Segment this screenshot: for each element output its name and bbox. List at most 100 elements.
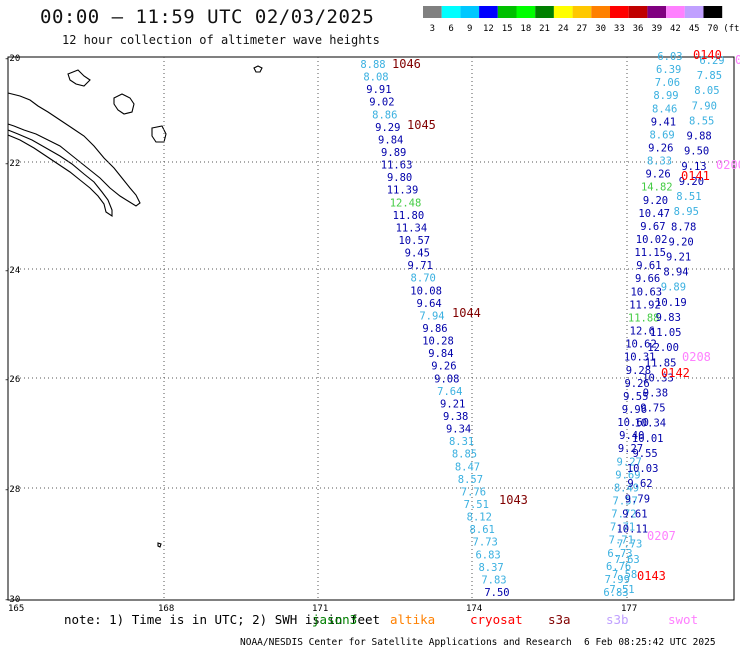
wave-height-value: 9.62: [627, 478, 652, 490]
legend-swatch: [591, 6, 610, 18]
wave-height-value: 7.51: [464, 499, 489, 511]
pass-time-label: 0143: [637, 569, 666, 583]
wave-height-value: 11.34: [396, 222, 428, 234]
wave-height-value: 7.83: [481, 574, 506, 586]
pass-time-label: 0140: [693, 48, 722, 62]
wave-height-value: 6.83: [603, 587, 628, 599]
wave-height-value: 9.88: [686, 131, 711, 143]
wave-height-value: 9.21: [440, 398, 465, 410]
latitude-label: -20: [4, 54, 20, 64]
wave-height-value: 9.61: [622, 508, 647, 520]
latitude-label: -26: [4, 375, 20, 385]
wave-height-value: 10.19: [655, 297, 687, 309]
legend-swatch: [553, 6, 573, 18]
pass-labels: 1046 1045 1044 1043 0140 0141 0142 0143 0207 0208…: [392, 48, 740, 583]
wave-height-value: 7.58: [612, 569, 637, 581]
legend-label: 27: [577, 24, 588, 34]
wave-height-value: 9.55: [632, 448, 657, 460]
wave-height-value: 9.61: [636, 260, 661, 272]
wave-height-value: 9.27: [618, 443, 643, 455]
wave-height-value: 10.57: [398, 235, 430, 247]
satellite-label: cryosat: [470, 612, 523, 627]
wave-height-value: 6.83: [475, 549, 500, 561]
wave-height-value: 7.73: [617, 539, 642, 551]
wave-height-value: 9.66: [635, 273, 660, 285]
wave-height-value: 14.82: [641, 182, 673, 194]
wave-height-value: 9.80: [387, 172, 412, 184]
legend-label: 6: [448, 24, 453, 34]
wave-height-value: 10.62: [625, 339, 657, 351]
wave-height-value: 9.28: [626, 365, 651, 377]
wave-height-value: 7.90: [692, 100, 717, 112]
wave-height-value: 10.63: [630, 286, 662, 298]
wave-height-value: 7.71: [610, 522, 635, 534]
legend-swatch: [535, 6, 554, 18]
wave-height-value: 12.00: [647, 342, 679, 354]
wave-height-value: 9.84: [378, 134, 403, 146]
wave-height-value: 8.88: [360, 59, 385, 71]
legend-label: 70: [707, 24, 718, 34]
pass-time-label: 0200: [716, 158, 740, 172]
wave-height-value: 11.05: [650, 327, 682, 339]
wave-height-value: 9.34: [446, 424, 471, 436]
wave-height-value: 8.57: [458, 474, 483, 486]
wave-height-value: 9.83: [656, 312, 681, 324]
wave-height-value: 7.85: [697, 70, 722, 82]
satellite-label: s3b: [606, 612, 629, 627]
wave-height-value: 9.26: [645, 169, 670, 181]
wave-height-value: 8.69: [649, 129, 674, 141]
pass-time-label: 1043: [499, 493, 528, 507]
wave-height-value: 7.94: [419, 310, 444, 322]
wave-height-value: 7.57: [613, 496, 638, 508]
wave-height-value: 10.03: [627, 463, 659, 475]
wave-height-value: 9.41: [651, 116, 676, 128]
wave-height-value: 10.31: [624, 352, 656, 364]
legend-label: 12: [483, 24, 494, 34]
legend-swatch: [703, 6, 723, 18]
wave-height-value: 7.73: [473, 537, 498, 549]
wave-height-value: 9.71: [408, 260, 433, 272]
legend-label: 30: [595, 24, 606, 34]
wave-height-value: 8.31: [449, 436, 474, 448]
wave-height-value: 9.26: [624, 378, 649, 390]
pass-time-label: 0142: [661, 366, 690, 380]
wave-height-value: 9.40: [619, 430, 644, 442]
wave-height-value: 8.46: [652, 103, 677, 115]
wave-height-value: 10.60: [617, 417, 649, 429]
wave-height-value: 7.71: [609, 535, 634, 547]
legend-swatch: [647, 6, 667, 18]
satellite-label: s3a: [548, 612, 571, 627]
wave-height-value: 9.08: [434, 373, 459, 385]
longitude-label: 171: [312, 604, 328, 614]
legend-swatch: [610, 6, 629, 18]
wave-height-value: 11.88: [628, 313, 660, 325]
satellite-label: jason3: [312, 612, 357, 627]
wave-height-value: 7.51: [609, 584, 634, 596]
wave-height-value: 9.55: [623, 391, 648, 403]
wave-height-value: 9.02: [369, 97, 394, 109]
map-grid: [8, 57, 734, 600]
longitude-label: 165: [8, 604, 24, 614]
wave-height-value: 8.85: [452, 449, 477, 461]
legend-swatch: [516, 6, 536, 18]
wave-height-value: 7.64: [437, 386, 462, 398]
wave-height-value: 10.33: [642, 372, 674, 384]
legend-label: 39: [651, 24, 662, 34]
wave-height-value: 6.76: [606, 561, 631, 573]
pass-time-label: 1045: [407, 118, 436, 132]
legend-swatch: [441, 6, 461, 18]
wave-height-value: 10.47: [638, 208, 670, 220]
wave-height-value: 9.27: [617, 456, 642, 468]
pass-time-label: 1044: [452, 306, 481, 320]
wave-height-value: 6.03: [657, 51, 682, 63]
legend-unit: (ft): [723, 24, 740, 34]
legend-label: 33: [614, 24, 625, 34]
legend-swatch: [666, 6, 685, 18]
wave-height-value: 8.78: [671, 221, 696, 233]
footer-credit: NOAA/NESDIS Center for Satellite Applica…: [240, 637, 572, 648]
wave-height-value: 9.67: [640, 221, 665, 233]
legend-label: 15: [502, 24, 513, 34]
wave-height-value: 11.63: [381, 160, 413, 172]
